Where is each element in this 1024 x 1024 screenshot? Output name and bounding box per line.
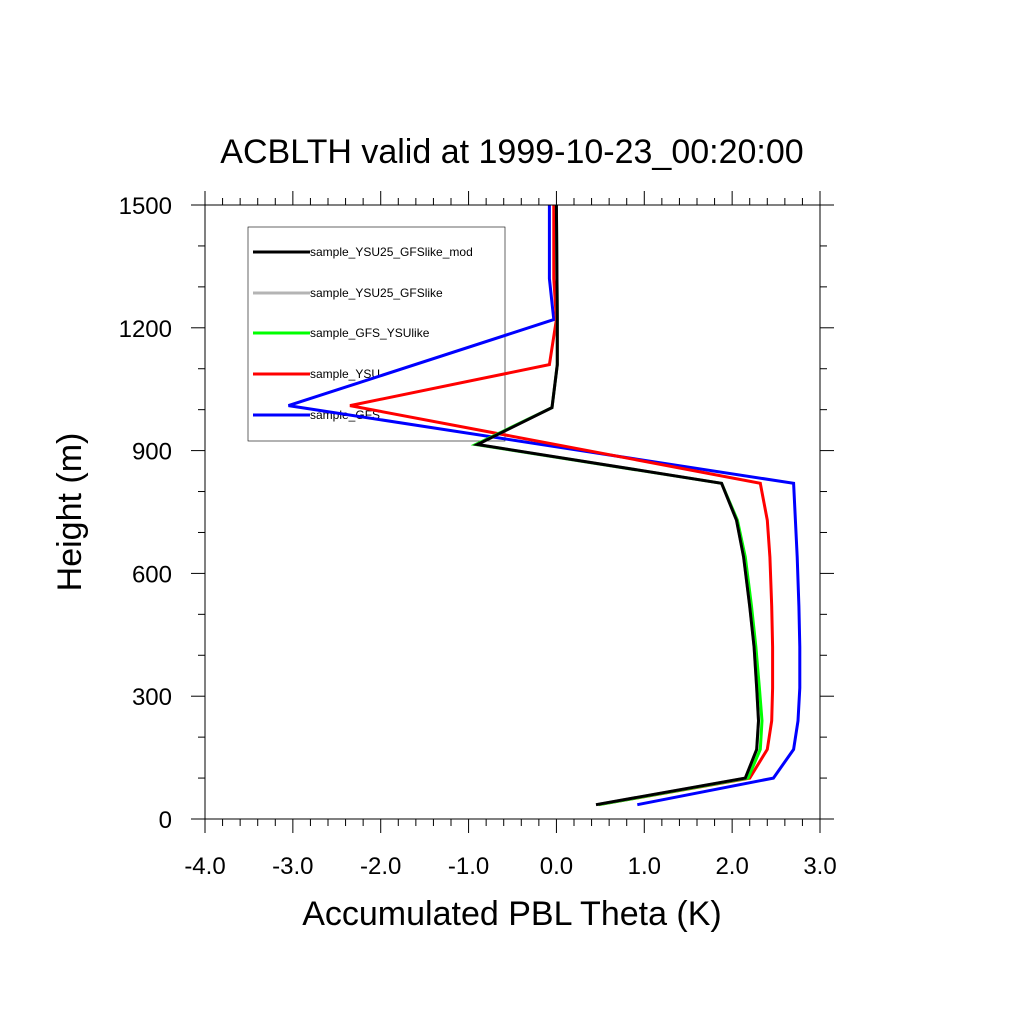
legend-label: sample_YSU [310,367,380,381]
tick-marks [191,191,834,833]
x-axis-title: Accumulated PBL Theta (K) [302,895,722,933]
x-tick-label: -1.0 [448,853,489,880]
series-line-sample-gfs-ysulike [470,204,764,807]
x-tick-label: 1.0 [628,853,661,880]
y-tick-label: 1200 [119,316,172,343]
x-tick-label: -4.0 [184,853,225,880]
legend-label: sample_GFS_YSUlike [310,326,430,340]
y-tick-label: 900 [132,439,172,466]
series-lines [288,204,802,807]
legend-label: sample_YSU25_GFSlike_mod [310,245,473,259]
plot-frame [204,204,821,820]
x-tick-label: 3.0 [803,853,836,880]
y-tick-label: 600 [132,561,172,588]
legend-label: sample_YSU25_GFSlike [310,286,443,300]
series-line-sample-ysu25-gfslike [472,204,761,807]
y-tick-label: 1500 [119,193,172,220]
y-tick-label: 0 [159,807,172,834]
x-tick-label: 2.0 [715,853,748,880]
x-tick-label: -3.0 [272,853,313,880]
x-tick-label: -2.0 [360,853,401,880]
series-line-sample-ysu25-gfslike-mod [472,204,761,807]
y-tick-label: 300 [132,684,172,711]
y-axis-title: Height (m) [51,433,89,592]
legend: sample_YSU25_GFSlike_mod sample_YSU25_GFS… [247,226,506,442]
tick-labels: -4.0 -3.0 -2.0 -1.0 0.0 1.0 2.0 3.0 0 300 600 900 12… [119,193,837,880]
series-line-sample-gfs [288,205,802,807]
series-line-sample-ysu [349,205,775,807]
x-tick-label: 0.0 [540,853,573,880]
chart-title: ACBLTH valid at 1999-10-23_00:20:00 [220,133,803,171]
